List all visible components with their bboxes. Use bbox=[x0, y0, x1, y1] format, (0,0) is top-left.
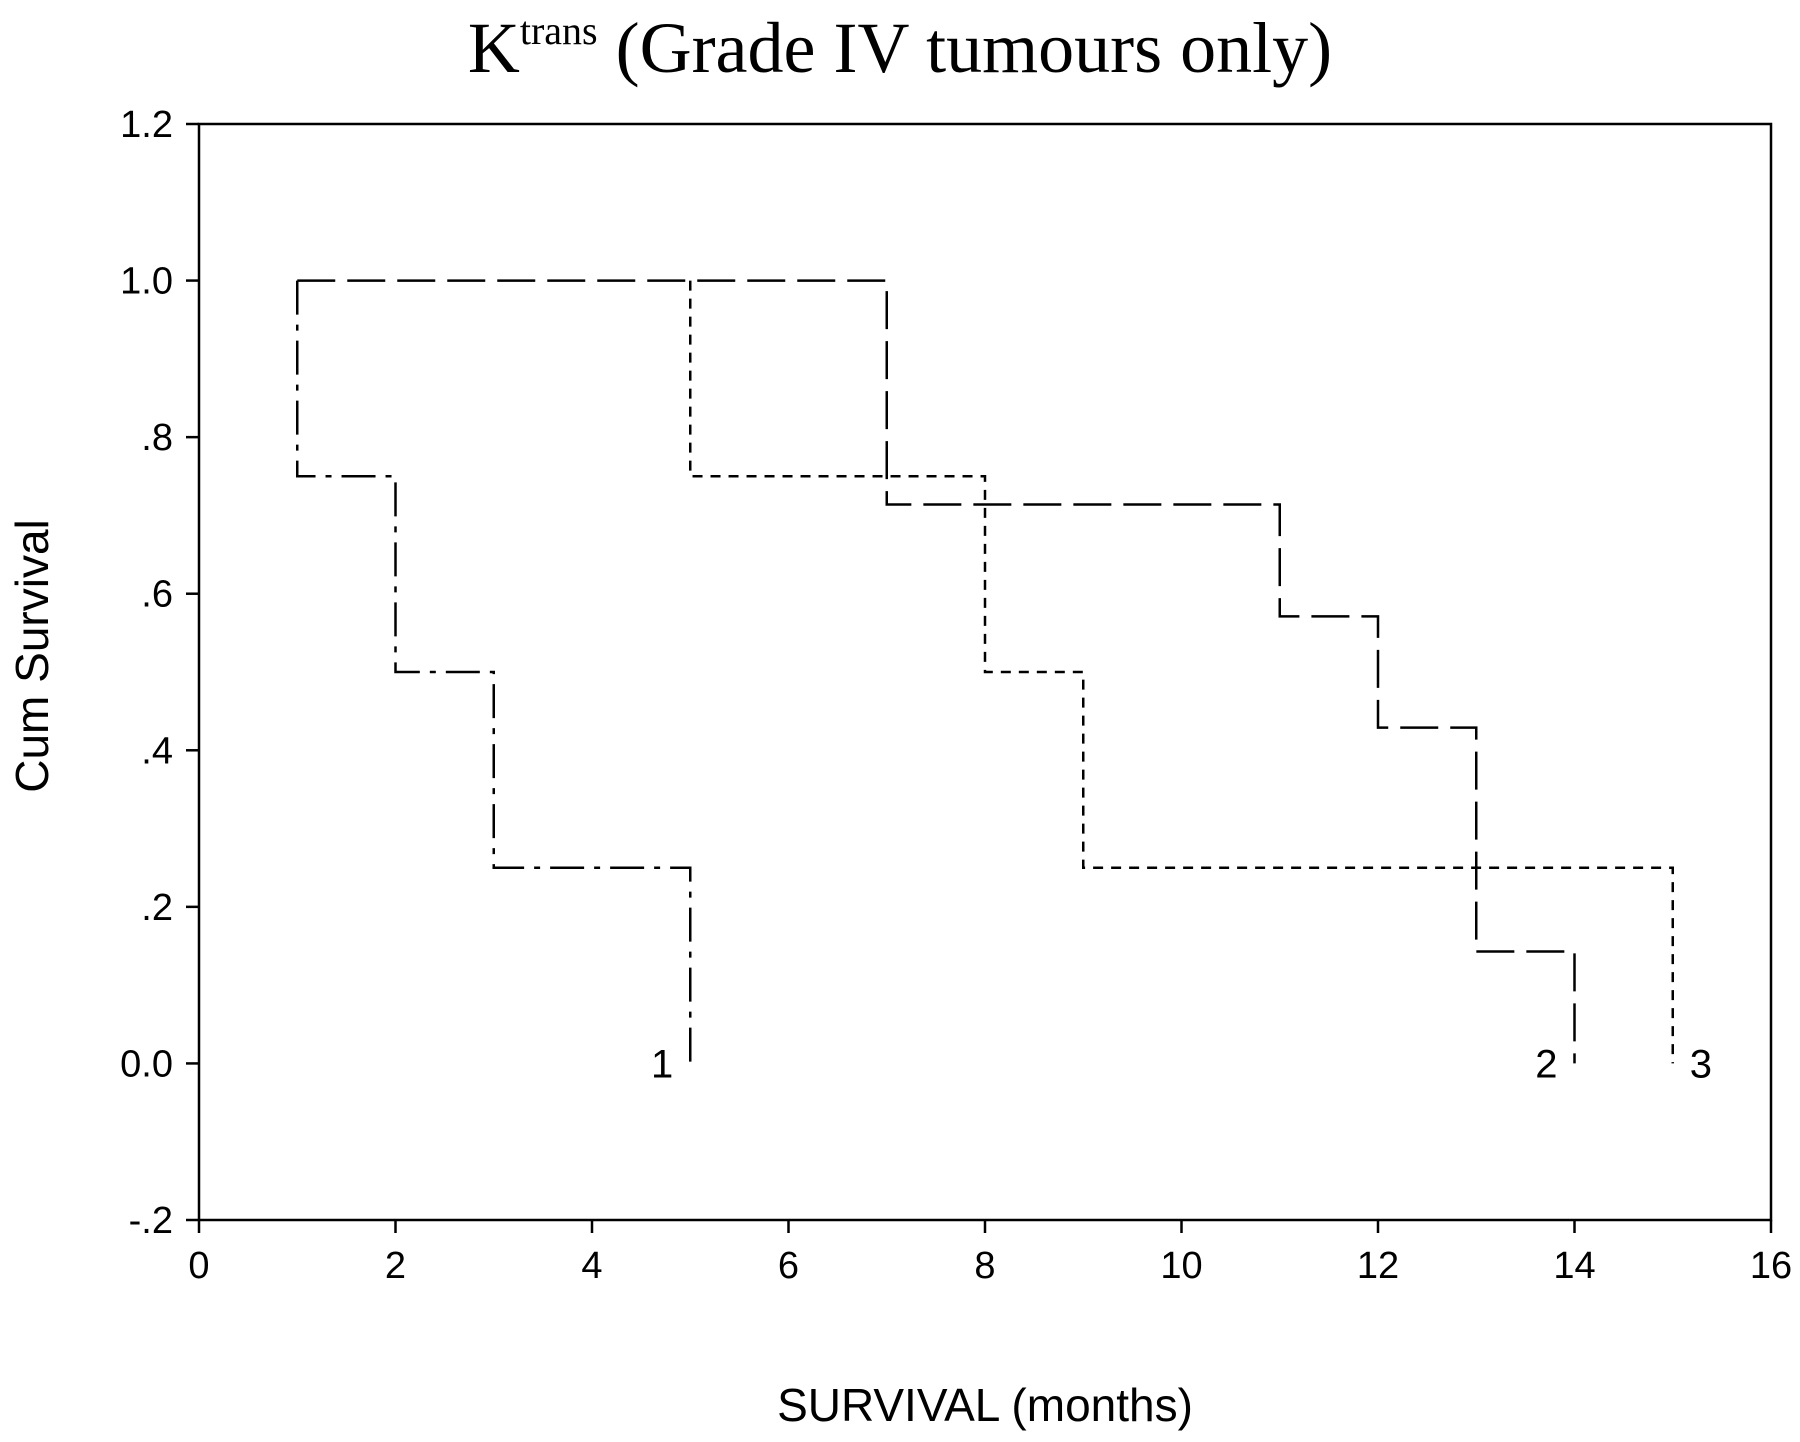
y-tick-label: 1.2 bbox=[120, 104, 173, 146]
y-tick-label: .4 bbox=[141, 730, 173, 772]
chart-title-superscript: trans bbox=[520, 8, 598, 53]
x-axis: 0 2 4 6 8 10 12 14 16 bbox=[188, 1220, 1792, 1287]
series-3-end-label: 3 bbox=[1690, 1042, 1712, 1086]
series-1-end-label: 1 bbox=[651, 1042, 673, 1086]
y-tick-label: -.2 bbox=[129, 1200, 173, 1242]
x-tick-label: 4 bbox=[581, 1245, 602, 1287]
series-2-line bbox=[297, 279, 1576, 1064]
x-tick-label: 6 bbox=[778, 1245, 799, 1287]
series-3-line bbox=[689, 280, 1674, 1064]
series-end-labels: 1 2 3 bbox=[651, 1042, 1712, 1086]
x-tick-label: 0 bbox=[188, 1245, 209, 1287]
y-axis: -.2 0.0 .2 .4 .6 .8 1.0 1.2 bbox=[120, 104, 199, 1242]
series-2-end-label: 2 bbox=[1535, 1042, 1557, 1086]
x-tick-label: 2 bbox=[385, 1245, 406, 1287]
y-tick-label: .6 bbox=[141, 574, 173, 616]
chart-title: Ktrans (Grade IV tumours only) bbox=[468, 8, 1332, 88]
y-tick-label: .8 bbox=[141, 417, 173, 459]
chart-title-base: K bbox=[468, 8, 520, 88]
x-tick-label: 16 bbox=[1750, 1245, 1792, 1287]
chart-title-rest: (Grade IV tumours only) bbox=[598, 8, 1333, 88]
series-1-line bbox=[296, 280, 692, 1064]
x-tick-label: 10 bbox=[1160, 1245, 1202, 1287]
series-layer bbox=[296, 279, 1674, 1064]
y-tick-label: 1.0 bbox=[120, 261, 173, 303]
x-tick-label: 8 bbox=[974, 1245, 995, 1287]
x-tick-label: 14 bbox=[1553, 1245, 1595, 1287]
x-tick-label: 12 bbox=[1357, 1245, 1399, 1287]
y-tick-label: .2 bbox=[141, 887, 173, 929]
y-axis-label: Cum Survival bbox=[6, 519, 58, 793]
x-axis-label: SURVIVAL (months) bbox=[777, 1379, 1193, 1431]
y-tick-label: 0.0 bbox=[120, 1043, 173, 1085]
